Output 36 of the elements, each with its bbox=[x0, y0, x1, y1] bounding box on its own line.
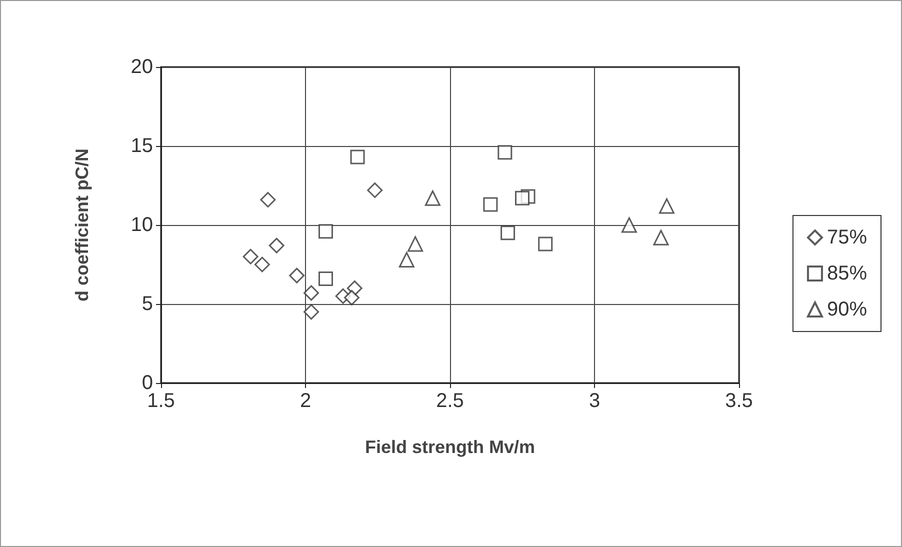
legend-label: 90% bbox=[826, 298, 868, 320]
point bbox=[367, 182, 383, 198]
point bbox=[538, 236, 553, 252]
point bbox=[304, 304, 320, 320]
point bbox=[500, 226, 516, 240]
legend-label: 75% bbox=[826, 226, 868, 248]
y-tick-label: 10 bbox=[130, 214, 153, 236]
point bbox=[318, 271, 333, 286]
x-tick-label: 3.5 bbox=[725, 390, 753, 412]
point bbox=[498, 145, 512, 160]
x-tick-label: 2 bbox=[300, 390, 312, 412]
y-tick-label: 20 bbox=[130, 56, 153, 78]
point bbox=[268, 238, 284, 254]
point bbox=[659, 198, 674, 214]
x-axis-title: Field strength Mv/m bbox=[364, 437, 536, 457]
point bbox=[242, 248, 258, 264]
point bbox=[653, 230, 669, 246]
point bbox=[398, 252, 414, 268]
x-tick-label: 3 bbox=[588, 390, 600, 412]
point bbox=[318, 224, 333, 239]
point bbox=[408, 236, 424, 252]
point bbox=[424, 190, 440, 206]
point bbox=[289, 268, 305, 284]
point bbox=[621, 217, 637, 233]
y-tick-label: 15 bbox=[130, 135, 153, 157]
y-tick-label: 5 bbox=[142, 293, 153, 315]
x-tick-label: 2.5 bbox=[436, 390, 464, 412]
y-axis-title: d coefficient pC/N bbox=[72, 148, 92, 302]
legend-label: 85% bbox=[826, 262, 868, 284]
point bbox=[344, 290, 360, 306]
point bbox=[350, 150, 365, 164]
point bbox=[515, 190, 530, 206]
point bbox=[304, 285, 320, 301]
point bbox=[260, 192, 276, 208]
point bbox=[483, 197, 498, 212]
point bbox=[254, 256, 270, 272]
